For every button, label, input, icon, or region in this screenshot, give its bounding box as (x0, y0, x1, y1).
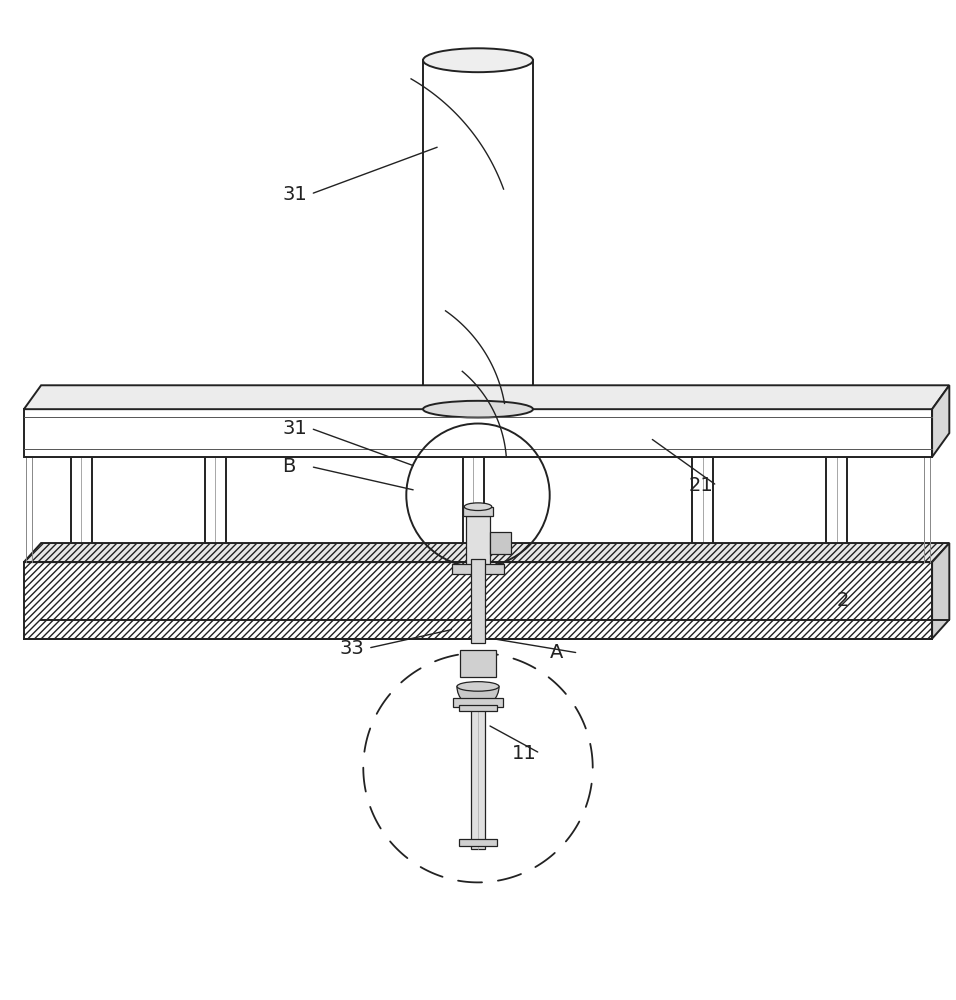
Polygon shape (932, 543, 949, 639)
Wedge shape (457, 686, 499, 707)
Ellipse shape (457, 682, 499, 691)
Text: A: A (550, 643, 563, 662)
Bar (463, 507, 493, 516)
Polygon shape (24, 385, 949, 409)
Bar (205, 457, 226, 562)
Ellipse shape (423, 401, 533, 418)
Text: 31: 31 (282, 185, 307, 204)
Text: 11: 11 (511, 744, 536, 763)
Bar (71, 457, 92, 562)
Bar (692, 457, 713, 562)
Bar (24, 409, 932, 457)
Text: 31: 31 (282, 419, 307, 438)
Bar (453, 698, 503, 707)
Polygon shape (24, 543, 949, 562)
Text: B: B (282, 457, 295, 476)
Bar (423, 60, 533, 409)
Bar (471, 559, 485, 643)
Text: 33: 33 (339, 639, 364, 658)
Bar (826, 457, 847, 562)
Bar (459, 839, 497, 846)
Bar (466, 516, 490, 566)
Bar (460, 650, 496, 677)
Bar (490, 532, 511, 554)
Ellipse shape (423, 48, 533, 72)
Text: 2: 2 (836, 591, 849, 610)
Bar (24, 562, 932, 639)
Bar (471, 707, 485, 849)
Bar (463, 457, 484, 562)
Bar (459, 705, 497, 711)
Text: 21: 21 (688, 476, 713, 495)
Ellipse shape (465, 503, 491, 511)
Bar (451, 564, 505, 574)
Polygon shape (932, 385, 949, 457)
